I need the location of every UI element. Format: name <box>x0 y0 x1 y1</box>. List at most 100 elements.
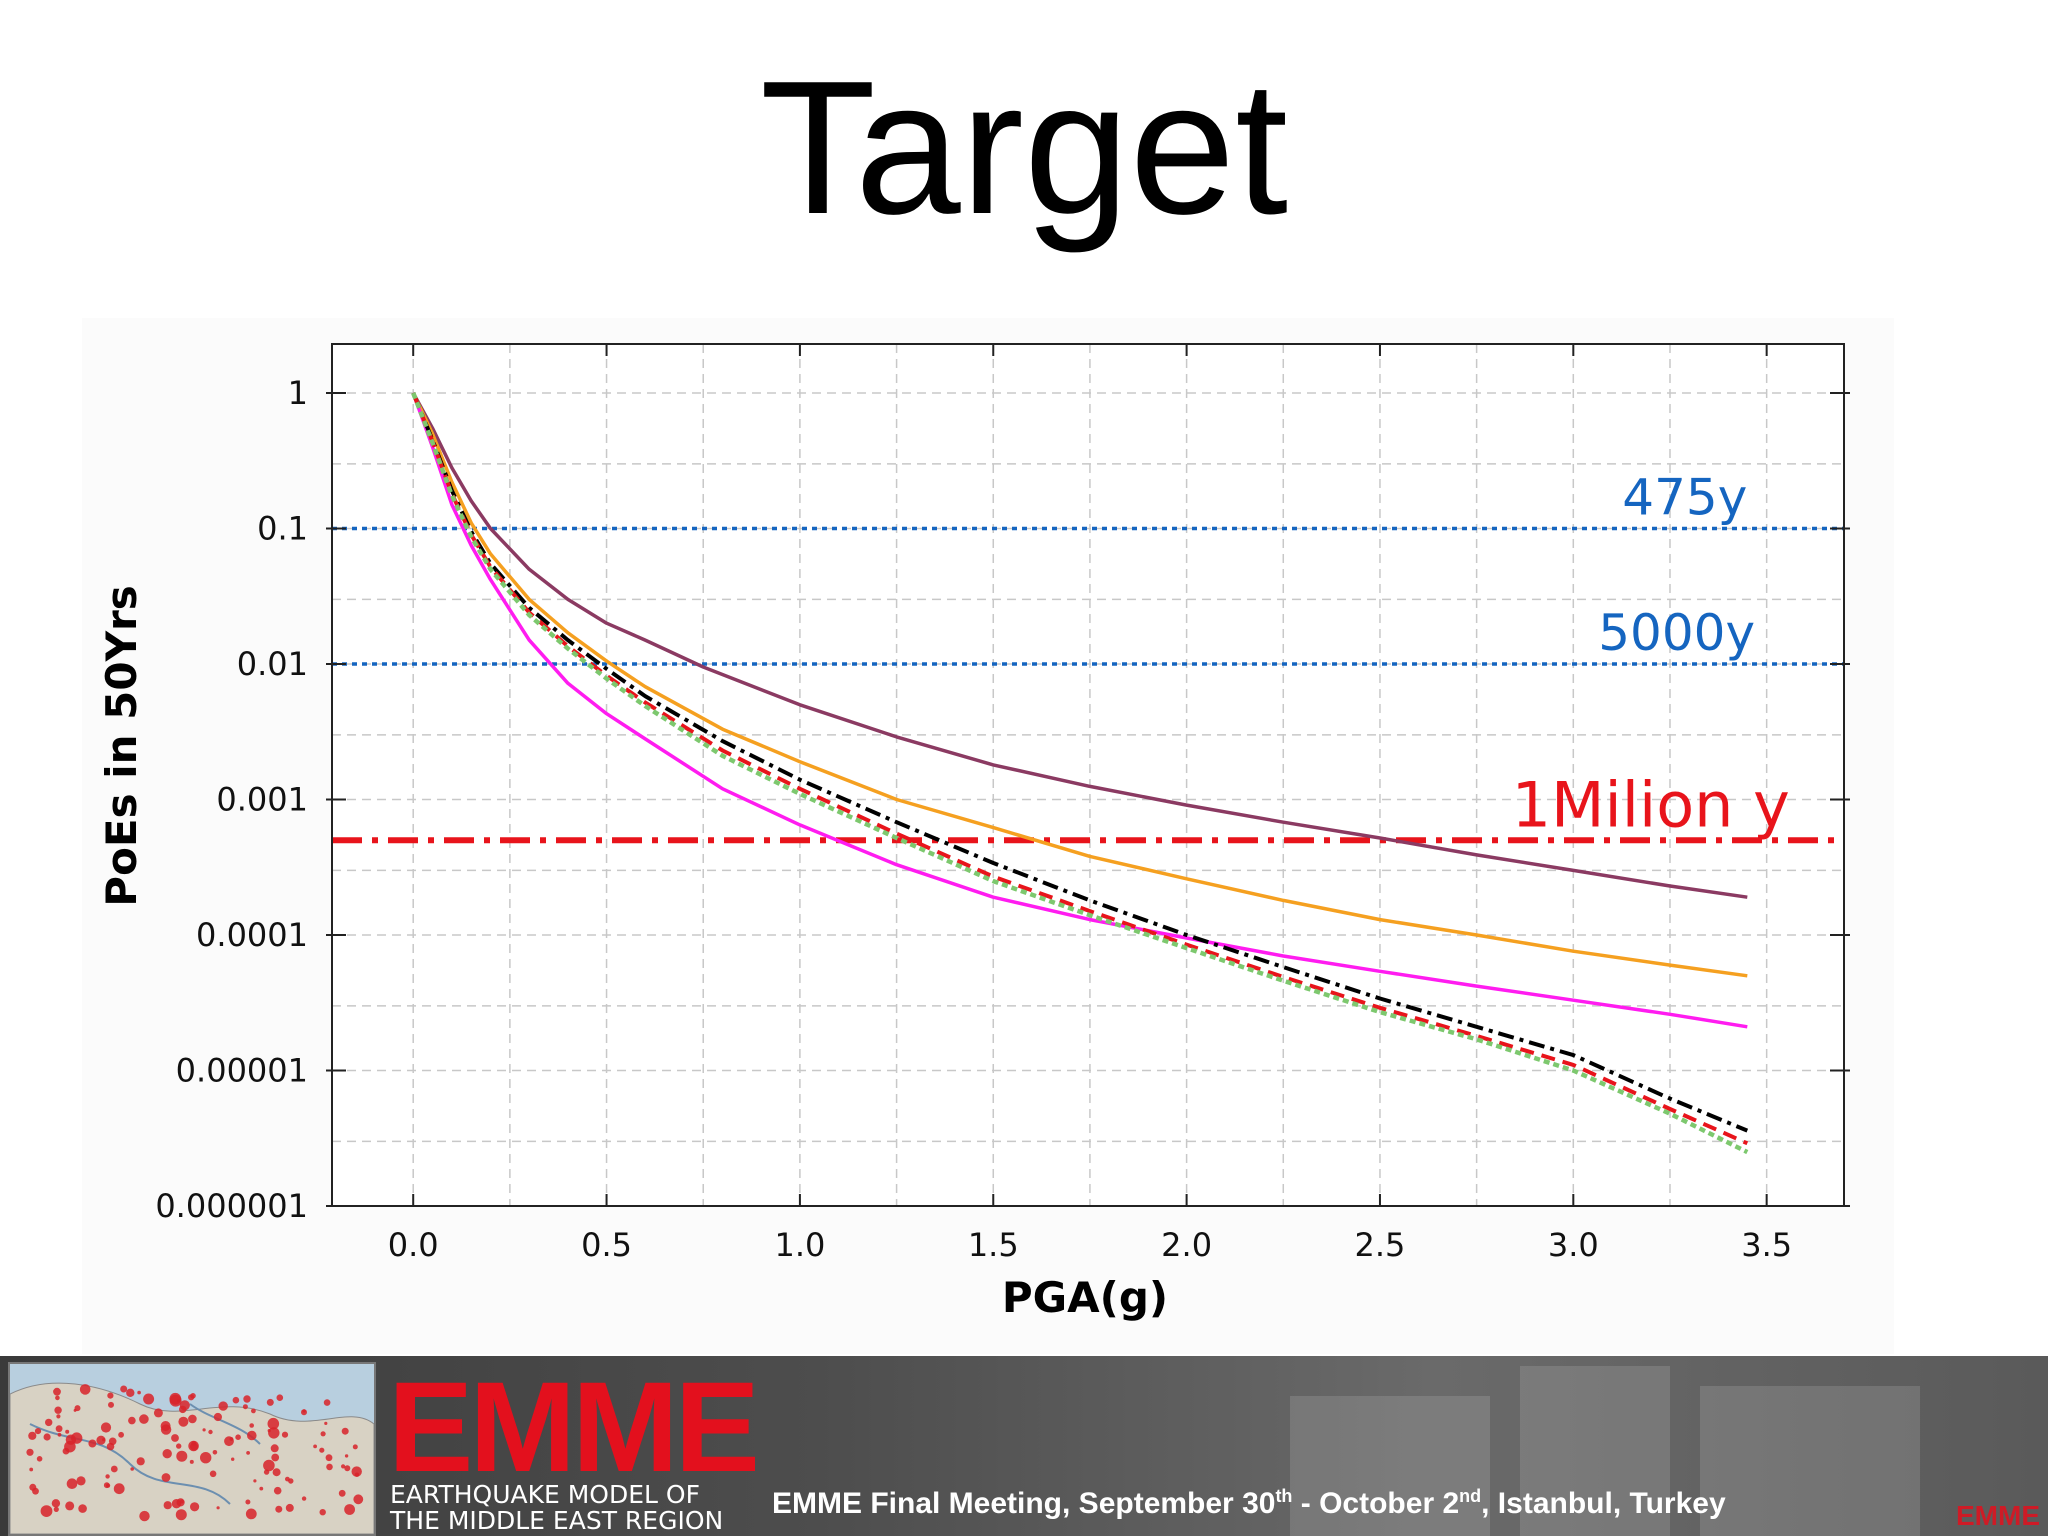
earthquake-dot <box>161 1473 171 1482</box>
earthquake-dot <box>126 1388 135 1397</box>
earthquake-dot <box>232 1396 240 1404</box>
meeting-sup-2: nd <box>1459 1486 1482 1506</box>
earthquake-dot <box>270 1444 279 1453</box>
earthquake-dot <box>29 1467 34 1472</box>
earthquake-dot <box>171 1434 179 1442</box>
reference-line-label: 1Milion y <box>1512 768 1790 841</box>
earthquake-dot <box>103 1482 110 1489</box>
earthquake-dot <box>178 1416 189 1427</box>
slide-title: Target <box>759 42 1289 254</box>
earthquake-dot <box>245 1508 257 1520</box>
earthquake-dot <box>249 1423 254 1428</box>
earthquake-dot <box>40 1505 53 1517</box>
logo-subtitle-line1: EARTHQUAKE MODEL OF <box>390 1480 700 1509</box>
earthquake-dot <box>208 1429 213 1435</box>
earthquake-dot <box>246 1451 251 1455</box>
earthquake-dot <box>28 1431 37 1440</box>
reference-lines <box>332 526 1844 844</box>
reference-line-label: 5000y <box>1598 604 1755 662</box>
earthquake-dot <box>301 1409 307 1416</box>
earthquake-dot <box>267 1417 280 1430</box>
earthquake-dot <box>273 1486 282 1495</box>
earthquake-dot <box>96 1435 106 1445</box>
earthquake-dot <box>113 1483 125 1495</box>
earthquake-dot <box>188 1394 195 1401</box>
earthquake-dot <box>245 1499 251 1505</box>
earthquake-dot <box>229 1437 234 1441</box>
y-tick-label: 0.000001 <box>155 1187 308 1225</box>
earthquake-dot <box>285 1503 294 1512</box>
meeting-caption: EMME Final Meeting, September 30th - Oct… <box>772 1486 1726 1521</box>
earthquake-dot <box>176 1443 182 1449</box>
emme-logo: EMME <box>388 1356 760 1499</box>
x-tick-label: 3.5 <box>1741 1226 1792 1264</box>
earthquake-dot <box>56 1414 61 1419</box>
x-tick-label: 1.5 <box>968 1226 1019 1264</box>
x-tick-label: 2.0 <box>1161 1226 1212 1264</box>
earthquake-dot <box>218 1401 228 1411</box>
earthquake-dot <box>276 1394 284 1401</box>
earthquake-dot <box>45 1418 53 1427</box>
earthquake-dot <box>351 1466 362 1477</box>
earthquake-dot <box>242 1404 248 1410</box>
earthquake-dot <box>344 1504 355 1515</box>
earthquake-dot <box>54 1406 62 1414</box>
earthquake-dot <box>341 1427 349 1435</box>
region-map-thumbnail <box>8 1362 376 1536</box>
earthquake-dot <box>323 1399 331 1406</box>
hazard-curve-line <box>411 392 1748 899</box>
earthquake-dot <box>79 1384 91 1395</box>
earthquake-dot <box>169 1392 182 1405</box>
earthquake-dot <box>136 1457 145 1466</box>
y-tick-label: 0.0001 <box>196 916 308 954</box>
earthquake-dot <box>74 1405 81 1412</box>
earthquake-dot <box>175 1509 187 1521</box>
hazard-curve-line <box>411 392 1748 1029</box>
earthquake-dot <box>319 1509 326 1516</box>
tick-labels: 0.0 0.5 1.0 1.5 2.0 2.5 3.0 3.5 1 0.1 0.01 0.001 0.0… <box>155 374 1792 1264</box>
earthquake-dot <box>153 1408 163 1418</box>
earthquake-dot <box>325 1454 333 1462</box>
earthquake-dot <box>352 1444 358 1450</box>
y-tick-label: 0.01 <box>237 645 308 683</box>
meeting-text-3: , Istanbul, Turkey <box>1481 1487 1726 1520</box>
earthquake-dot <box>102 1438 106 1442</box>
earthquake-dot <box>139 1414 149 1424</box>
series-lines <box>411 392 1749 1155</box>
earthquake-dot <box>353 1494 364 1505</box>
meeting-sup-1: th <box>1275 1486 1293 1506</box>
x-tick-label: 1.0 <box>774 1226 825 1264</box>
earthquake-dot <box>118 1431 124 1438</box>
reference-line-label: 475y <box>1622 469 1747 527</box>
earthquake-dot <box>108 1437 117 1446</box>
logo-subtitle-line2: THE MIDDLE EAST REGION <box>390 1506 724 1535</box>
earthquake-dot <box>268 1427 280 1439</box>
earthquake-dot <box>281 1431 289 1438</box>
earthquake-dot <box>100 1422 112 1433</box>
earthquake-dot <box>247 1430 257 1441</box>
earthquake-dot <box>202 1428 206 1432</box>
earthquake-dot <box>34 1428 42 1435</box>
earthquake-dot <box>110 1465 118 1473</box>
meeting-text-2: - October 2 <box>1292 1487 1460 1520</box>
earthquake-dot <box>231 1457 235 1461</box>
earthquake-dot <box>266 1398 274 1406</box>
earthquake-dot <box>253 1479 257 1483</box>
y-axis-title: PoEs in 50Yrs <box>97 585 146 906</box>
earthquake-dot <box>105 1474 110 1479</box>
x-axis-title: PGA(g) <box>1002 1273 1168 1322</box>
meeting-text-1: EMME Final Meeting, September 30 <box>772 1487 1276 1520</box>
earthquake-dot <box>267 1429 271 1433</box>
earthquake-dot <box>108 1401 114 1408</box>
earthquake-dot <box>209 1470 217 1478</box>
earthquake-dot <box>26 1448 34 1456</box>
earthquake-dot <box>171 1499 182 1509</box>
y-tick-label: 0.001 <box>216 781 308 819</box>
earthquake-dot <box>53 1506 59 1512</box>
earthquake-dot <box>88 1439 97 1448</box>
earthquake-dot <box>301 1496 307 1501</box>
earthquake-dot <box>272 1468 281 1477</box>
earthquake-dot <box>62 1447 70 1455</box>
earthquake-dot <box>212 1450 218 1455</box>
earthquake-dot <box>188 1414 197 1424</box>
